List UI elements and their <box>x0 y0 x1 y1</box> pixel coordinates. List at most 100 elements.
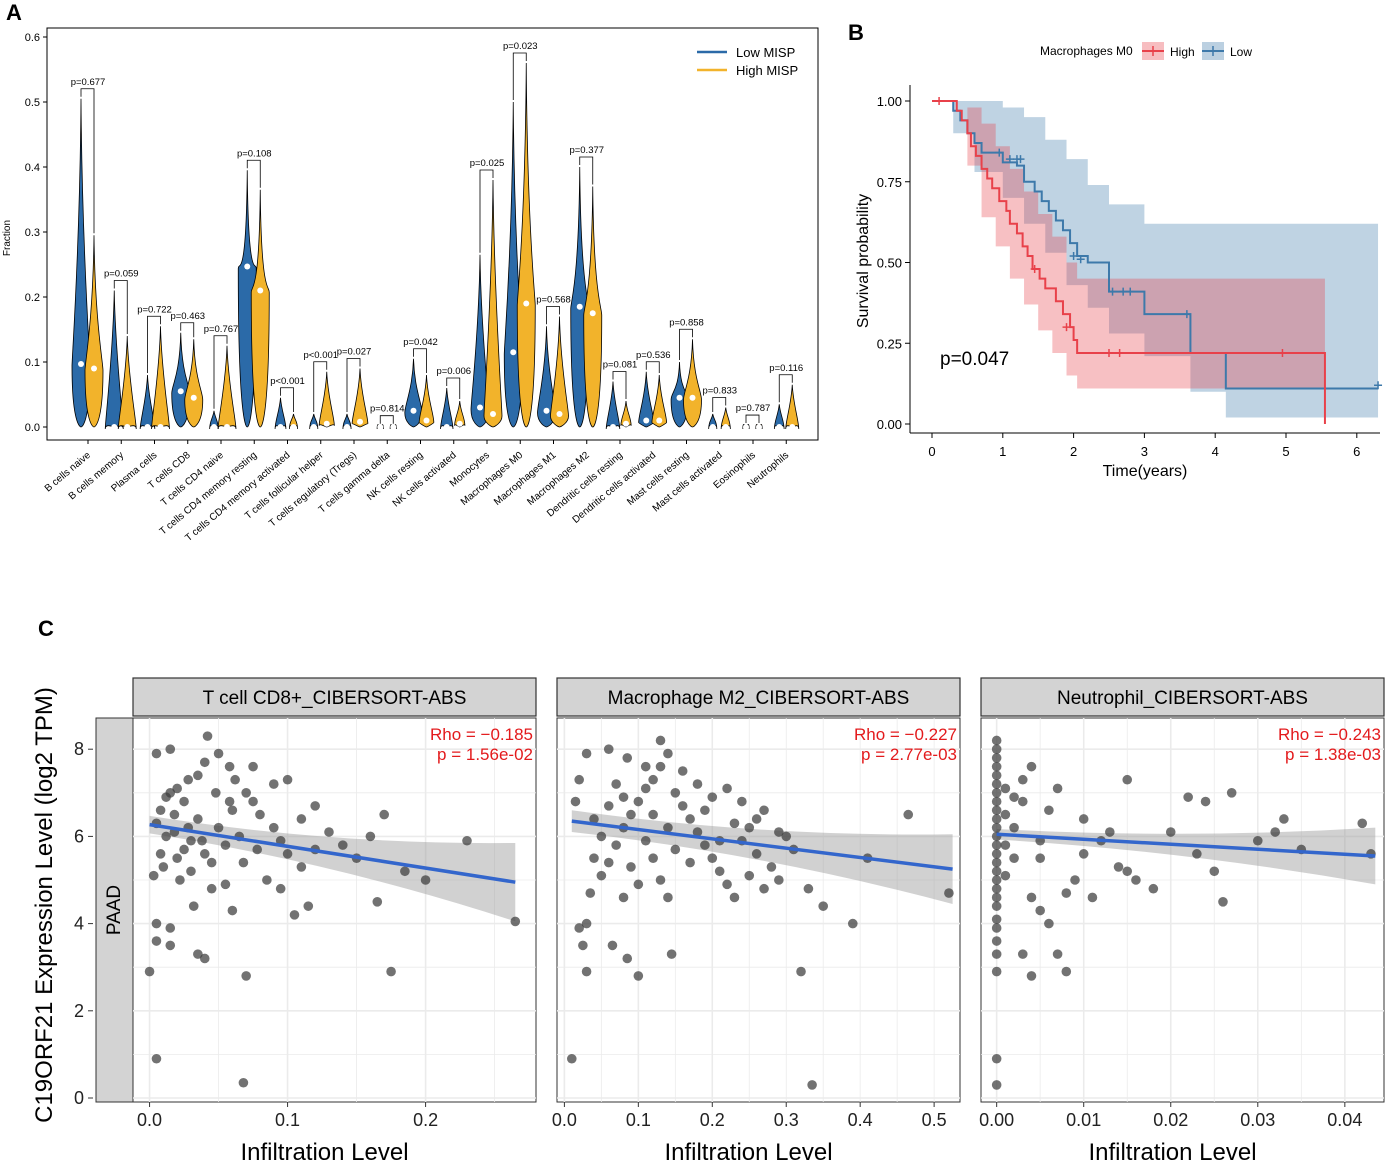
scatter-point <box>155 849 166 859</box>
violin-high <box>516 62 536 428</box>
significance-bracket <box>546 306 560 325</box>
y-tick-label: 8 <box>74 739 84 759</box>
violin-median-high <box>157 424 164 430</box>
km-censor-mark <box>1182 310 1191 319</box>
scatter-point <box>188 901 199 911</box>
km-legend: Macrophages M0 High Low <box>1040 42 1252 60</box>
significance-bracket <box>113 280 128 334</box>
p-value-label: p=0.536 <box>636 350 671 361</box>
scatter-point <box>991 744 1002 754</box>
scatter-point <box>1061 888 1072 898</box>
scatter-point <box>774 827 784 837</box>
scatter-point <box>991 1053 1002 1064</box>
scatter-point <box>722 783 732 794</box>
scatter-point <box>151 918 162 929</box>
km-censor-mark <box>1105 348 1113 357</box>
scatter-point <box>193 770 203 781</box>
panel-label-b: B <box>848 20 864 45</box>
scatter-point <box>1035 853 1045 863</box>
scatter-point <box>224 761 235 772</box>
p-value-label: p=0.042 <box>403 337 438 348</box>
scatter-point <box>818 901 829 911</box>
scatter-point <box>510 916 521 927</box>
scatter-point <box>199 757 210 768</box>
scatter-point <box>991 857 1002 868</box>
scatter-point <box>462 835 472 846</box>
scatter-point <box>324 827 334 837</box>
scatter-point <box>759 805 769 816</box>
scatter-point <box>220 840 231 850</box>
x-tick-label: 0.00 <box>979 1110 1014 1130</box>
km-censor-mark <box>1016 155 1025 164</box>
scatter-point <box>1209 866 1220 877</box>
p-value-label: p<0.001 <box>270 376 305 387</box>
scatter-point <box>574 923 584 933</box>
scatter-point <box>1017 796 1028 807</box>
y-axis-label: Survival probability <box>855 194 872 328</box>
fit-line <box>149 822 516 884</box>
x-tick-label: 0.02 <box>1153 1110 1188 1130</box>
p-value-label: p=0.568 <box>536 295 571 306</box>
x-tick-label: 0.1 <box>275 1110 300 1130</box>
scatter-point <box>268 779 279 789</box>
scatter-point <box>1218 897 1228 907</box>
y-tick-label: 0.0 <box>25 422 40 434</box>
scatter-point <box>1087 892 1098 903</box>
scatter-point <box>158 862 169 872</box>
p-value-label: p=0.116 <box>769 363 803 374</box>
scatter-point <box>744 822 755 833</box>
x-tick-label: 5 <box>1282 444 1289 459</box>
violin-median-low <box>211 424 217 430</box>
scatter-point <box>666 949 677 959</box>
scatter-point <box>199 953 210 964</box>
scatter-point <box>1252 835 1263 846</box>
p-value-label: p=0.833 <box>702 386 737 397</box>
facet-plot-area <box>980 717 1385 1103</box>
violin-high <box>550 316 569 428</box>
scatter-point <box>248 761 258 772</box>
facet-strip <box>132 677 537 717</box>
y-tick-label: 6 <box>74 826 84 846</box>
violin-median-low <box>78 360 84 367</box>
scatter-point <box>751 814 762 824</box>
significance-bracket <box>379 415 394 424</box>
scatter-point <box>622 753 633 763</box>
scatter-point <box>202 731 213 741</box>
x-tick-label: 6 <box>1353 444 1360 459</box>
scatter-point <box>206 883 217 894</box>
facet-title: Macrophage M2_CIBERSORT-ABS <box>608 688 910 709</box>
facet-title: Neutrophil_CIBERSORT-ABS <box>1057 688 1308 709</box>
violin-median-high <box>456 420 463 427</box>
violin-high <box>620 400 632 428</box>
violin-median-low <box>610 424 616 430</box>
y-tick-label: 0.2 <box>25 292 40 304</box>
violin-median-low <box>377 424 384 430</box>
scatter-point <box>282 774 293 785</box>
km-censor-mark <box>1005 155 1014 164</box>
scatter-point <box>1148 883 1159 894</box>
scatter-point <box>1113 862 1124 872</box>
scatter-point <box>640 835 651 846</box>
y-tick-label: 0.5 <box>25 97 40 109</box>
x-tick-label: 0.3 <box>774 1110 799 1130</box>
significance-bracket <box>512 52 527 100</box>
scatter-point <box>991 866 1002 877</box>
x-axis-label: Infiltration Level <box>1088 1139 1256 1161</box>
violin-median-low <box>244 263 251 270</box>
scatter-point <box>991 901 1002 911</box>
scatter-facet: Neutrophil_CIBERSORT-ABS 0.00 0.01 0.02 0.03… <box>979 677 1385 1161</box>
scatter-point <box>238 1077 249 1088</box>
violin-median-low <box>410 407 417 414</box>
scatter-point <box>685 857 695 868</box>
y-tick-label: 0.4 <box>25 162 40 174</box>
scatter-point <box>991 761 1002 772</box>
fit-confidence-band <box>149 815 516 922</box>
scatter-point <box>648 774 658 785</box>
violin-median-high <box>689 394 696 401</box>
scatter-point <box>1009 822 1019 833</box>
